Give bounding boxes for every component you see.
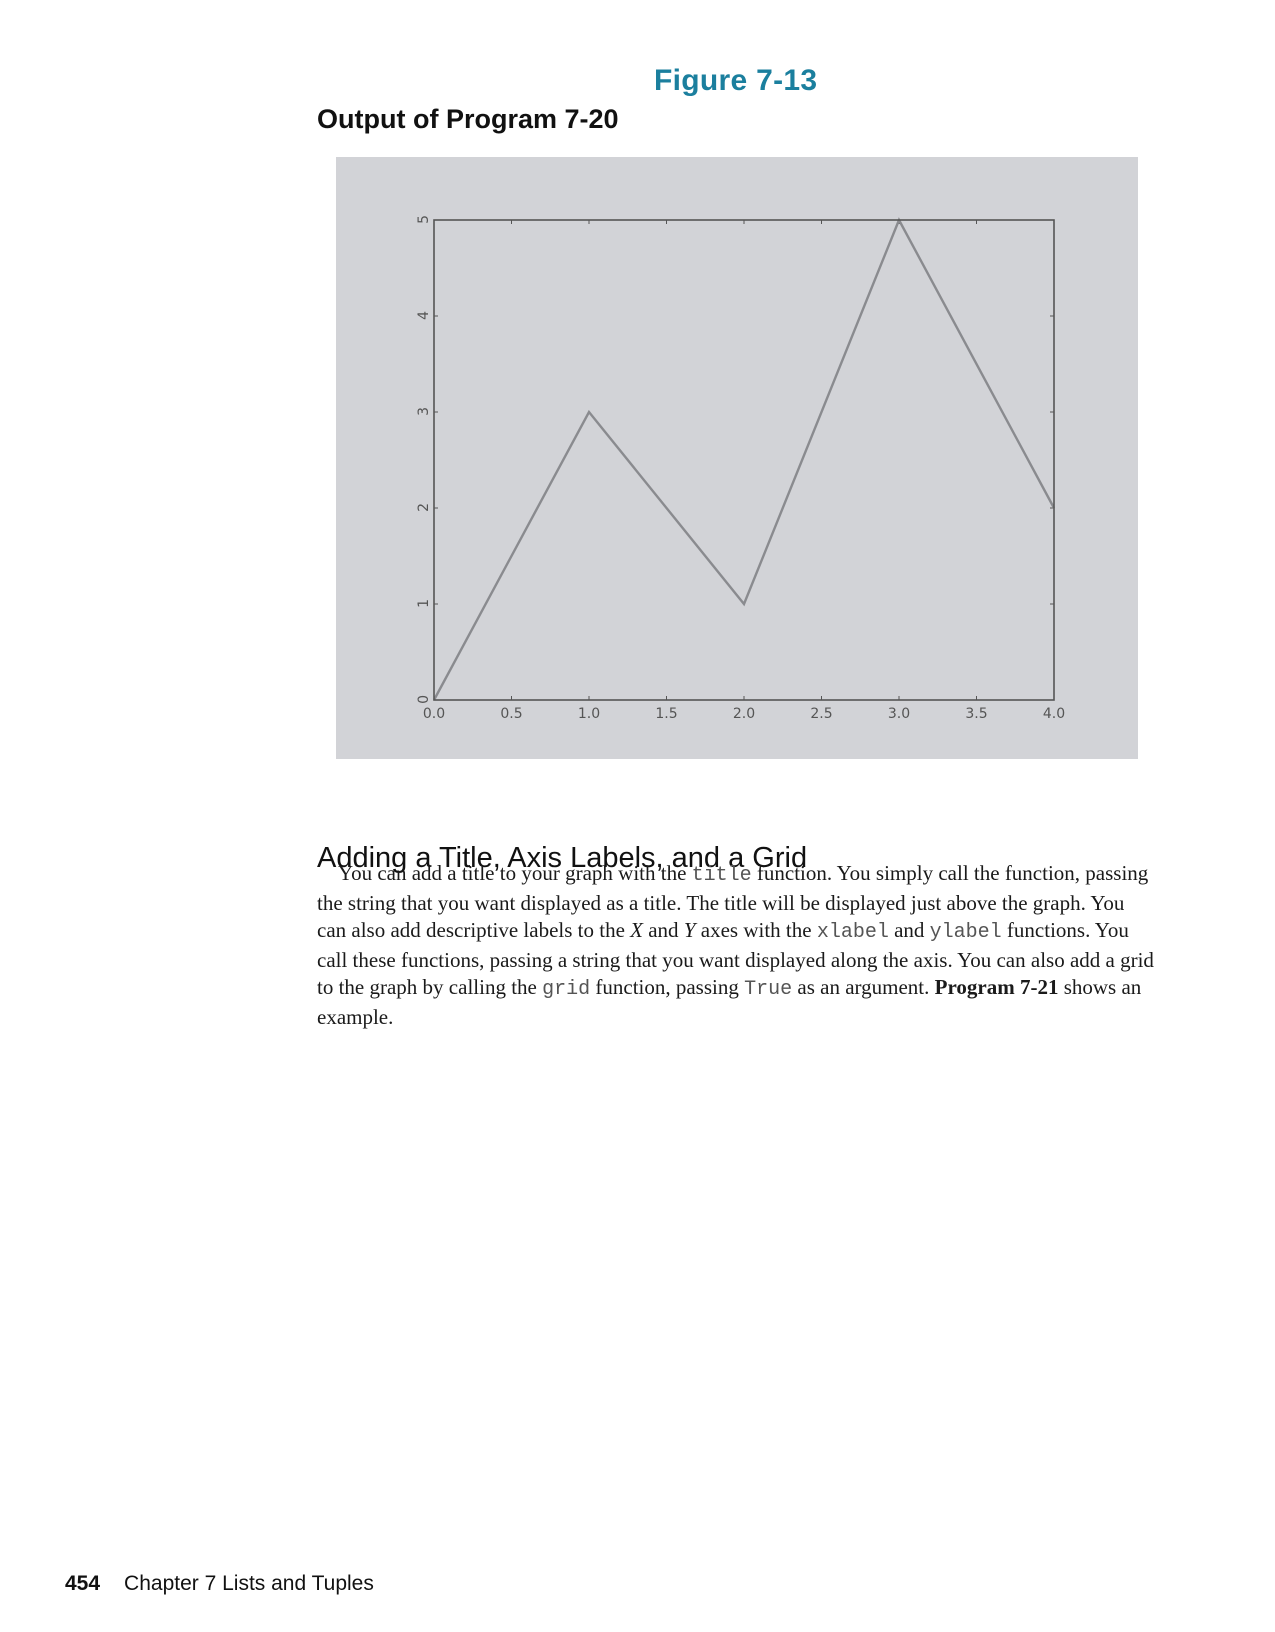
- page-footer: 454 Chapter 7 Lists and Tuples: [65, 1572, 374, 1596]
- section-heading: Adding a Title, Axis Labels, and a Grid: [317, 842, 808, 875]
- x-tick-label: 1.5: [655, 706, 677, 722]
- code-true: True: [744, 978, 793, 1002]
- code-ylabel: ylabel: [929, 921, 1002, 945]
- code-xlabel: xlabel: [816, 921, 889, 945]
- text-run: functions. You call these functions, pas…: [317, 918, 1154, 1000]
- text-run: axes with the: [695, 918, 817, 943]
- figure-label: Figure 7-13: [654, 64, 818, 97]
- series-line: [432, 217, 1056, 701]
- text-run: function. You simply call the function, …: [317, 861, 1149, 943]
- text-run: You can add a title to your graph with t…: [338, 861, 692, 885]
- text-run: and: [888, 918, 930, 943]
- plot-frame: [433, 219, 1055, 701]
- y-tick-label: 2: [416, 503, 432, 512]
- y-tick-label: 0: [416, 695, 432, 704]
- x-tick-label: 2.5: [810, 706, 832, 722]
- line-chart: 0.0 0.5 1.0 1.5 2.0 2.5 3.0 3.5 4.0 0 1 2 3 4 5: [416, 215, 1065, 722]
- x-tick-label: 3.0: [888, 706, 910, 722]
- y-tick-label: 4: [416, 311, 432, 320]
- y-tick-label: 5: [416, 215, 432, 224]
- y-tick-label: 1: [416, 599, 432, 608]
- text-run: and: [642, 918, 684, 943]
- x-tick-label: 2.0: [733, 706, 755, 722]
- code-title: title: [691, 864, 752, 887]
- x-tick-label: 1.0: [578, 706, 600, 722]
- x-tick-label: 0.0: [423, 706, 445, 722]
- chapter-title: Chapter 7 Lists and Tuples: [124, 1572, 374, 1595]
- program-reference: Program 7-21: [934, 975, 1059, 1000]
- body-paragraph: You can add a title to your graph with t…: [317, 860, 1157, 1032]
- text-run: as an argument.: [792, 975, 935, 1000]
- page-number: 454: [65, 1572, 101, 1595]
- chart-container: 0.0 0.5 1.0 1.5 2.0 2.5 3.0 3.5 4.0 0 1 2 3 4 5: [336, 157, 1138, 759]
- y-axis-ref: Y: [683, 918, 696, 943]
- code-grid: grid: [542, 978, 591, 1002]
- x-tick-label: 3.5: [965, 706, 987, 722]
- figure-caption: Output of Program 7-20: [317, 104, 619, 134]
- text-run: function, passing: [590, 975, 745, 1000]
- x-tick-label: 0.5: [500, 706, 522, 722]
- text-run: shows an example.: [317, 975, 1142, 1029]
- x-axis-ref: X: [630, 918, 643, 943]
- x-tick-label: 4.0: [1043, 706, 1065, 722]
- y-tick-label: 3: [416, 407, 432, 416]
